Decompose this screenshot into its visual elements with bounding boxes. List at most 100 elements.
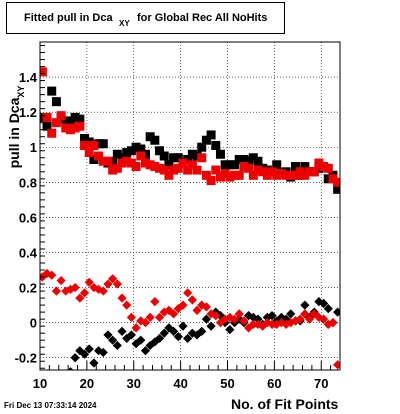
diamond-marker (173, 332, 183, 342)
square-marker (164, 160, 174, 170)
diamond-marker (206, 321, 216, 331)
diamond-marker (323, 304, 333, 314)
square-marker (169, 165, 179, 175)
diamond-marker (168, 326, 179, 337)
square-marker (225, 172, 235, 182)
square-marker (155, 146, 165, 156)
square-marker (187, 149, 197, 159)
diamond-marker (187, 295, 197, 305)
square-marker (131, 142, 141, 152)
square-marker (183, 165, 193, 175)
y-axis-label-main: pull in Dca (6, 97, 22, 168)
square-marker (319, 162, 329, 172)
square-marker (89, 140, 99, 150)
square-marker (51, 118, 61, 128)
square-marker (239, 162, 249, 172)
diamond-marker (70, 282, 80, 293)
diamond-marker (150, 337, 160, 347)
y-tick-label: 0.8 (19, 175, 37, 190)
square-marker (40, 67, 47, 77)
diamond-marker (84, 344, 94, 354)
diamond-marker (183, 288, 193, 298)
square-marker (164, 170, 174, 180)
x-tick-label: 50 (220, 376, 234, 391)
diamond-marker (300, 309, 310, 319)
square-marker (201, 170, 211, 180)
square-marker (305, 167, 315, 177)
square-marker (333, 184, 340, 194)
square-marker (61, 116, 71, 126)
square-marker (309, 167, 319, 177)
diamond-marker (267, 311, 277, 321)
square-marker (131, 162, 141, 172)
diamond-marker (248, 319, 258, 329)
diamond-marker (192, 305, 202, 315)
square-marker (47, 128, 57, 138)
diamond-marker (318, 298, 329, 308)
axes: 10 20 30 40 50 60 70 -0.2 0 0.2 0.4 0.6 0.8 1 1.2 1.4 (15, 45, 341, 391)
square-marker (187, 160, 197, 170)
square-marker (98, 156, 108, 166)
diamond-marker (98, 286, 108, 296)
diamond-marker (103, 330, 113, 340)
square-marker (323, 163, 333, 173)
diamond-marker (140, 346, 151, 356)
square-marker (47, 86, 57, 96)
square-marker (201, 135, 211, 145)
diamond-marker (65, 284, 76, 294)
diamond-marker (168, 309, 179, 319)
square-marker (215, 172, 225, 182)
square-marker (150, 135, 160, 145)
diamond-marker (318, 314, 329, 324)
square-marker (80, 140, 90, 150)
square-marker (94, 151, 104, 161)
diamond-marker (192, 330, 202, 340)
square-marker (56, 111, 66, 121)
chart-title-suffix: for Global Rec All NoHits (137, 12, 268, 24)
square-marker (290, 162, 300, 172)
diamond-marker (197, 326, 207, 337)
diamond-marker (225, 312, 235, 322)
square-marker (225, 160, 235, 170)
square-marker (70, 112, 80, 122)
y-tick-label: 0.2 (19, 281, 37, 296)
square-marker (65, 125, 75, 135)
square-marker (220, 169, 230, 179)
diamond-marker (145, 312, 155, 322)
square-marker (262, 170, 272, 180)
square-marker (281, 170, 291, 180)
square-marker (126, 146, 136, 156)
square-marker (112, 163, 122, 173)
diamond-marker (201, 314, 212, 324)
x-tick-label: 40 (173, 376, 187, 391)
data-markers (40, 67, 340, 370)
y-tick-label: -0.2 (15, 351, 37, 366)
diamond-marker (248, 312, 258, 322)
square-marker (61, 123, 71, 133)
square-marker (206, 130, 216, 140)
square-marker (42, 121, 52, 131)
diamond-marker (178, 321, 188, 331)
square-marker (248, 153, 258, 163)
diamond-marker (206, 309, 216, 319)
diamond-marker (140, 318, 151, 328)
square-marker (145, 160, 155, 170)
square-marker (84, 137, 94, 147)
diamond-marker (328, 318, 338, 328)
square-marker (108, 156, 118, 166)
square-marker (112, 149, 122, 159)
square-marker (253, 165, 263, 175)
diamond-marker (89, 358, 99, 368)
diamond-marker (93, 346, 104, 356)
square-marker (272, 160, 282, 170)
diamond-marker (159, 328, 169, 338)
square-marker (248, 170, 258, 180)
square-marker (234, 170, 244, 180)
diamond-marker (122, 300, 132, 310)
square-marker (328, 174, 338, 184)
y-tick-label: 0 (30, 316, 37, 331)
square-marker (98, 139, 108, 149)
diamond-marker (229, 314, 240, 324)
square-marker (103, 156, 113, 166)
diamond-marker (234, 309, 244, 319)
